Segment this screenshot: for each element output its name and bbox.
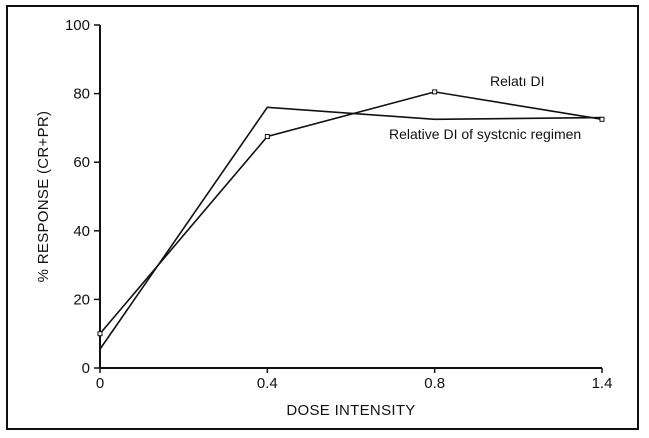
y-tick-label: 100 xyxy=(65,17,90,34)
y-tick-label: 40 xyxy=(73,223,90,240)
y-tick-label: 60 xyxy=(73,154,90,171)
series-label-relative-di: Relatı DI xyxy=(490,73,544,89)
axes xyxy=(99,25,602,369)
y-tick-label: 0 xyxy=(82,360,90,377)
series-point-0 xyxy=(264,133,270,139)
chart-frame xyxy=(6,5,639,430)
y-axis-title: % RESPONSE (CR+PR) xyxy=(35,111,52,283)
x-tick-label: 0.8 xyxy=(424,375,445,392)
series-label-systemic-regimen: Relative DI of systcnic regimen xyxy=(389,126,581,142)
series-point-0 xyxy=(97,331,103,337)
y-ticks: 0 20 40 60 80 100 xyxy=(65,17,100,377)
x-axis-title: DOSE INTENSITY xyxy=(286,402,415,419)
series-line-1 xyxy=(99,106,603,350)
y-tick-label: 20 xyxy=(73,291,90,308)
series-point-0 xyxy=(432,89,438,95)
x-tick-label: 0 xyxy=(96,375,104,392)
x-ticks: 0 0.4 0.8 1.4 xyxy=(96,368,613,392)
series-line-0 xyxy=(99,91,603,335)
x-tick-label: 1.4 xyxy=(592,375,613,392)
series-lines xyxy=(99,91,603,350)
x-tick-label: 0.4 xyxy=(257,375,278,392)
series-point-0 xyxy=(599,116,605,122)
series-points xyxy=(97,89,605,337)
y-tick-label: 80 xyxy=(73,86,90,103)
